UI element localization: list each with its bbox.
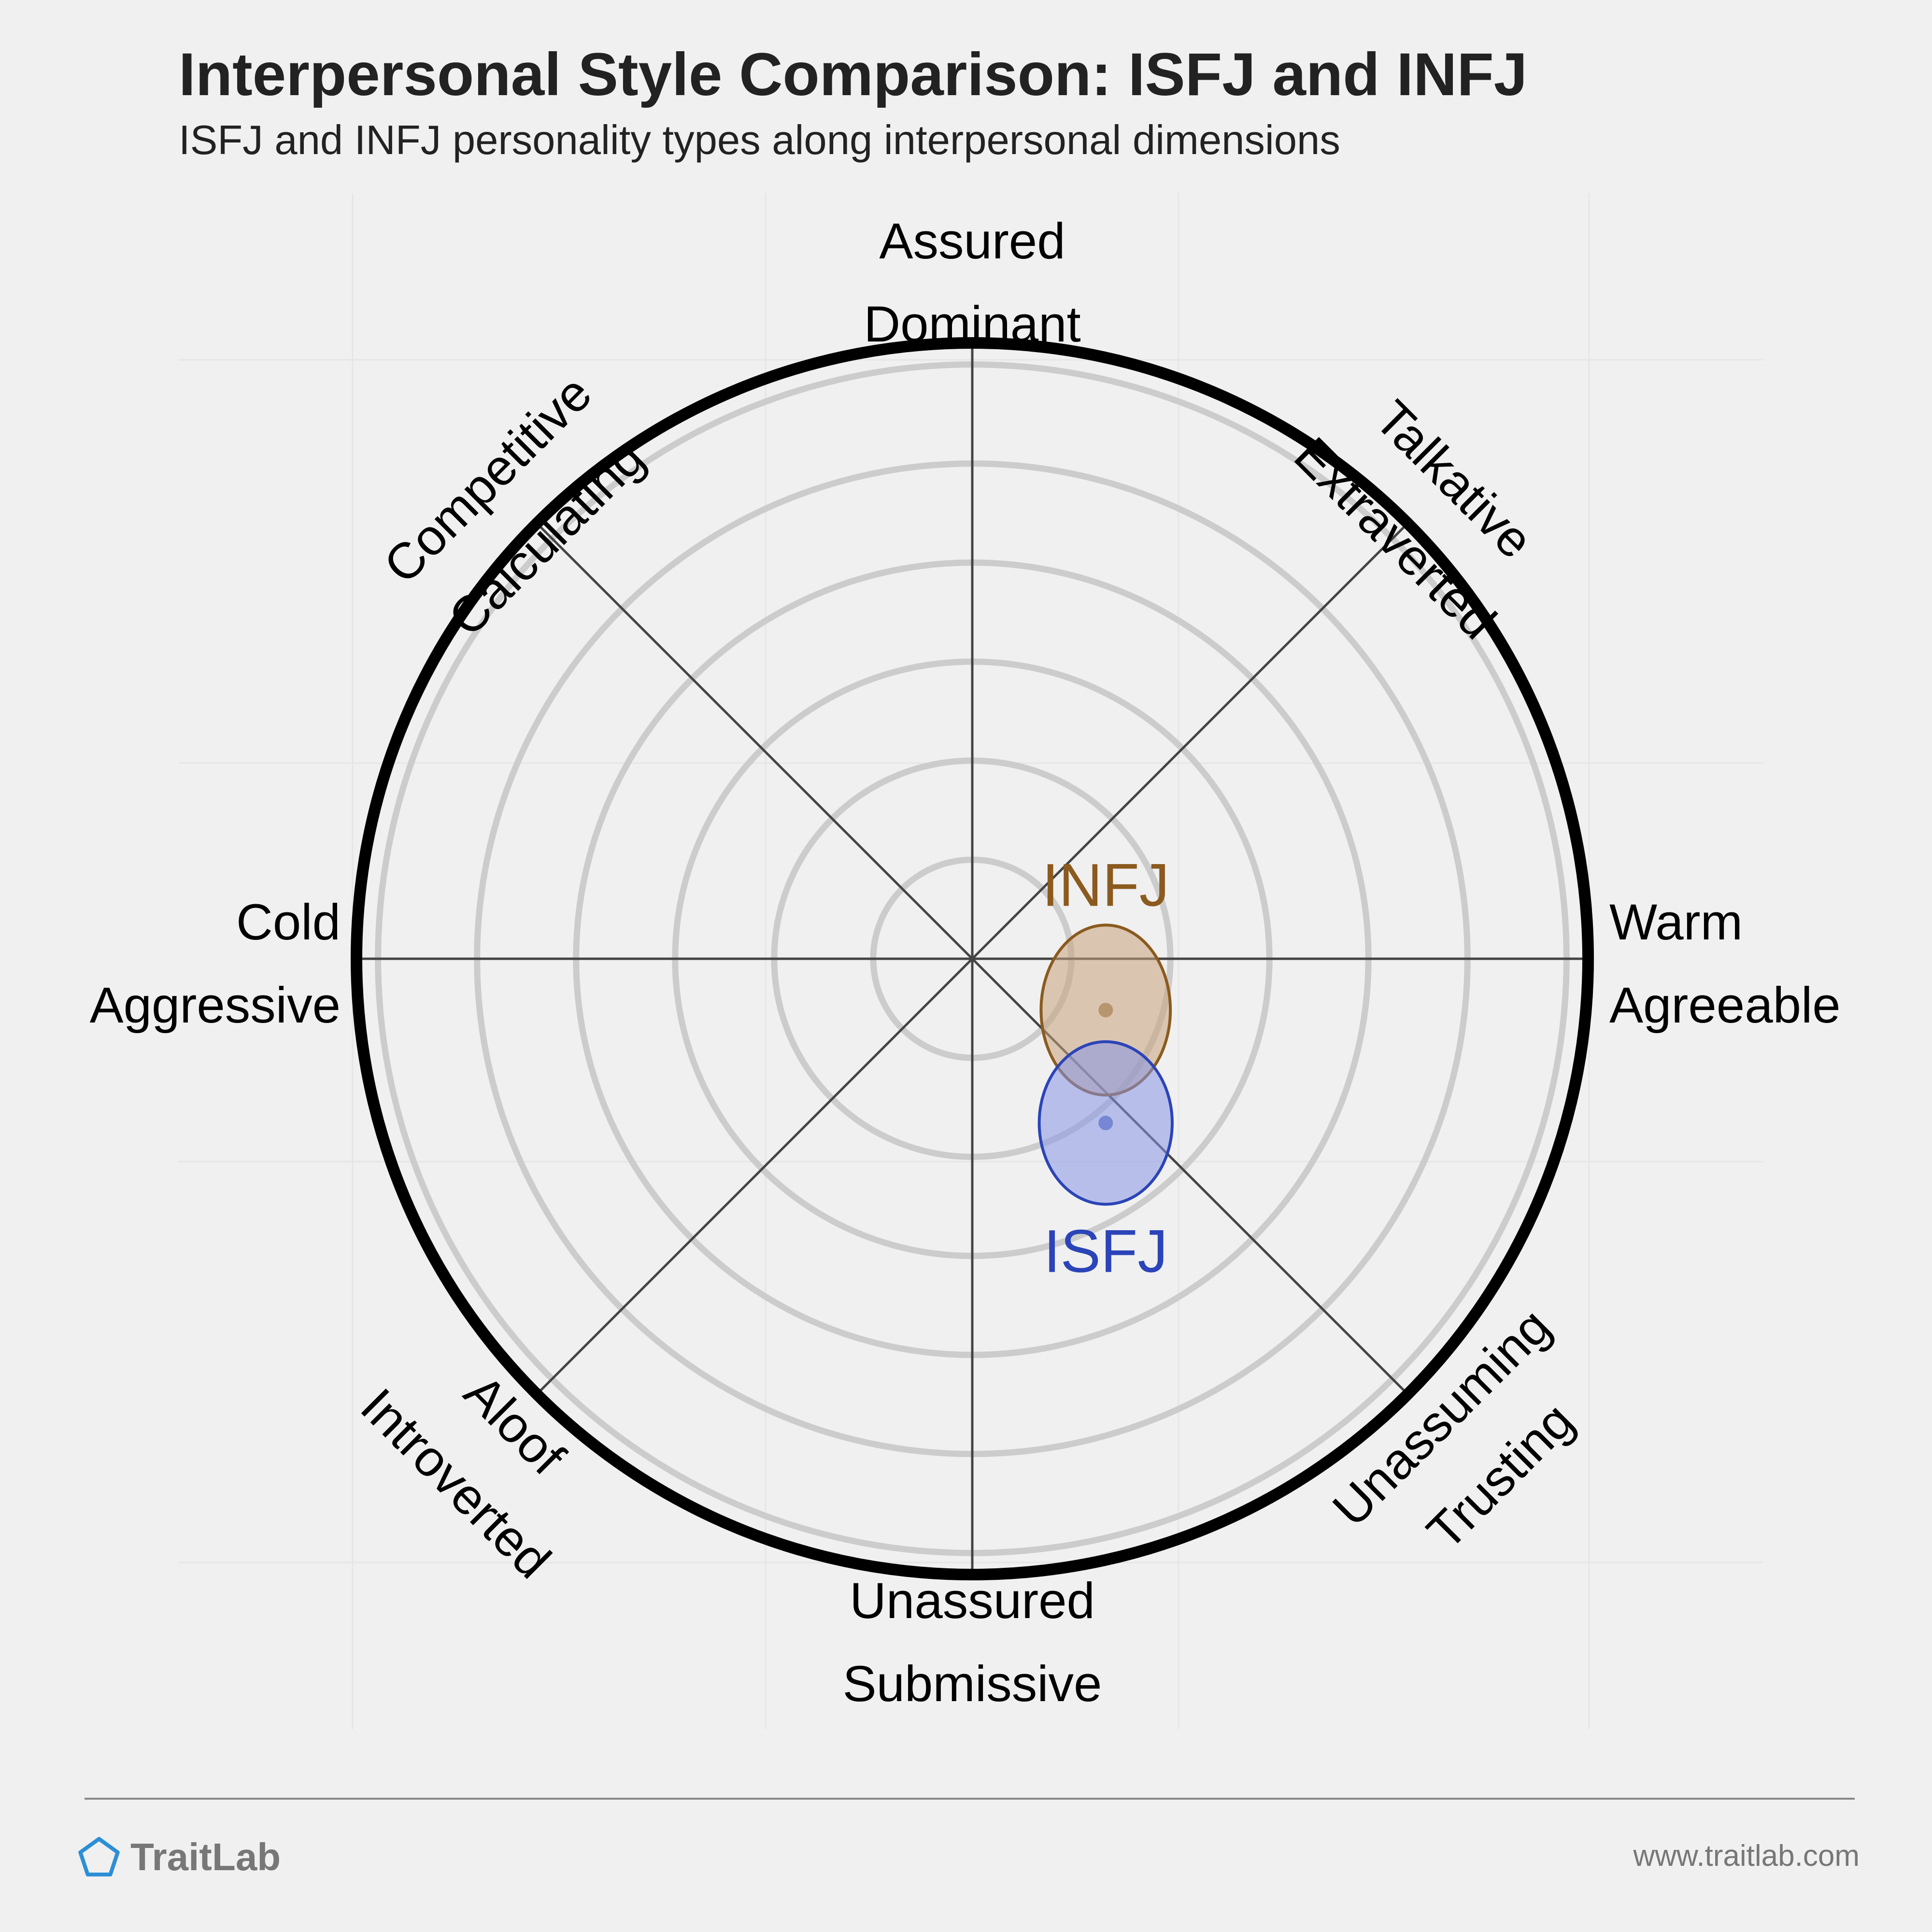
axis-label-text: Unassured (850, 1573, 1095, 1629)
axis-label-text: Aggressive (90, 977, 341, 1034)
axis-label-text: Assured (879, 213, 1065, 270)
axis-spokes (356, 343, 1588, 1575)
axis-label-text: Dominant (864, 296, 1080, 353)
series-label-infj: INFJ (1042, 852, 1169, 919)
footer-divider (85, 1798, 1855, 1800)
outer-circle (351, 337, 1594, 1580)
chart-subtitle: ISFJ and INFJ personality types along in… (179, 117, 1340, 163)
axis-label-bottom: Unassured Submissive (843, 1573, 1102, 1712)
brand-name: TraitLab (130, 1835, 281, 1878)
series-ellipse-isfj (1037, 1040, 1174, 1206)
background-grid (179, 193, 1763, 1729)
axis-label-top: Assured Dominant (864, 213, 1080, 353)
outer-boundary-circle (351, 337, 1594, 1580)
axis-spoke (536, 522, 1409, 1395)
series-center-point-infj (1098, 1003, 1113, 1018)
website-url: www.traitlab.com (1633, 1839, 1860, 1873)
chart-title: Interpersonal Style Comparison: ISFJ and… (179, 41, 1528, 108)
axis-label-right: Warm Agreeable (1609, 894, 1841, 1034)
series-layer: INFJ ISFJ (1037, 852, 1174, 1285)
axis-label-text: Agreeable (1609, 977, 1841, 1034)
axis-label-left: Cold Aggressive (90, 894, 341, 1034)
series-label-isfj: ISFJ (1044, 1218, 1168, 1285)
brand: TraitLab (77, 1835, 281, 1879)
pentagon-logo-icon (78, 1837, 120, 1877)
axis-label-text: Warm (1609, 894, 1743, 951)
series-center-point-isfj (1098, 1116, 1113, 1130)
axis-label-text: Submissive (843, 1656, 1102, 1712)
axis-label-text: Cold (236, 894, 341, 951)
